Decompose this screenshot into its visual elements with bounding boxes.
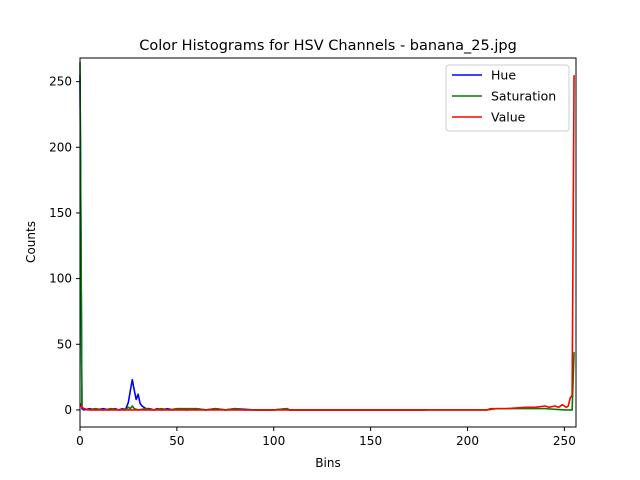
y-tick-label: 250	[49, 75, 72, 89]
x-tick-label: 250	[553, 434, 576, 448]
x-tick-label: 100	[262, 434, 285, 448]
x-tick-label: 150	[359, 434, 382, 448]
y-tick-label: 150	[49, 206, 72, 220]
y-axis-label: Counts	[24, 221, 38, 263]
legend-label-value: Value	[491, 110, 526, 125]
x-tick-label: 200	[456, 434, 479, 448]
y-tick-label: 100	[49, 272, 72, 286]
y-tick-label: 0	[64, 403, 72, 417]
y-axis: 0 50 100 150 200 250	[49, 75, 80, 417]
legend-label-saturation: Saturation	[491, 89, 556, 104]
legend-entries: Hue Saturation Value	[452, 68, 556, 125]
legend-box	[445, 64, 570, 132]
plot-frame	[79, 57, 577, 428]
x-axis-label: Bins	[315, 456, 340, 470]
series-layer	[79, 61, 575, 411]
chart-title: Color Histograms for HSV Channels - bana…	[139, 38, 517, 54]
legend-label-hue: Hue	[491, 68, 516, 83]
x-tick-label: 0	[76, 434, 84, 448]
x-axis: 0 50 100 150 200 250	[76, 427, 576, 448]
series-line-value	[79, 75, 575, 411]
y-tick-label: 200	[49, 140, 72, 154]
y-tick-label: 50	[57, 337, 72, 351]
x-tick-label: 50	[169, 434, 184, 448]
legend: Hue Saturation Value	[445, 64, 570, 132]
